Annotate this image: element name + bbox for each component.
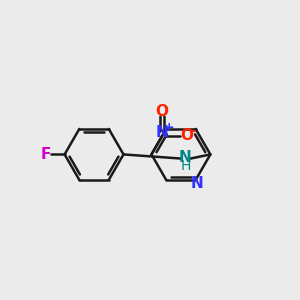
- Text: F: F: [41, 147, 51, 162]
- Text: O: O: [181, 128, 194, 143]
- Text: H: H: [180, 159, 191, 172]
- Text: N: N: [179, 150, 192, 165]
- Text: O: O: [156, 104, 169, 119]
- Text: N: N: [191, 176, 203, 191]
- Text: -: -: [190, 123, 196, 138]
- Text: +: +: [163, 121, 174, 134]
- Text: N: N: [156, 125, 168, 140]
